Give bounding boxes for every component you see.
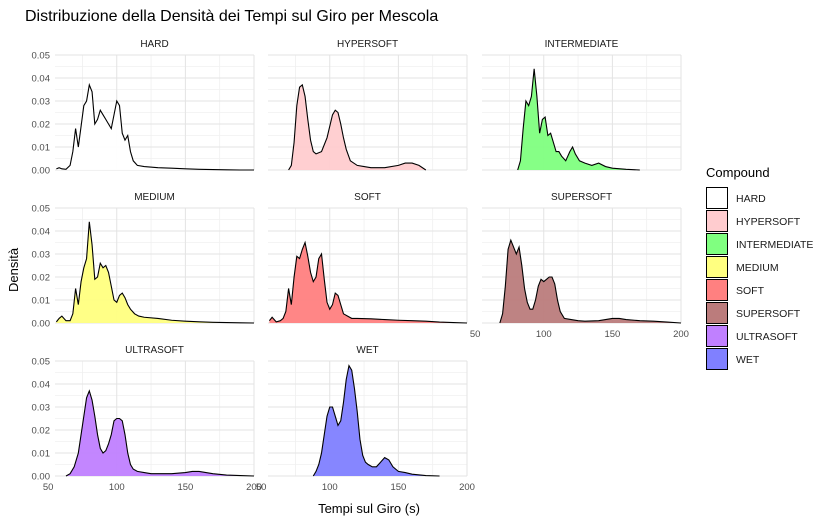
legend-label: ULTRASOFT [736, 331, 798, 343]
legend-item-supersoft: SUPERSOFT [706, 302, 801, 324]
legend-label: INTERMEDIATE [736, 239, 813, 251]
x-tick-label: 50 [43, 482, 54, 493]
y-tick-label: 0.04 [32, 227, 51, 238]
x-tick-label: 150 [177, 482, 193, 493]
legend-swatch [706, 256, 728, 278]
x-tick-label: 150 [604, 329, 620, 340]
density-line-soft [268, 240, 468, 324]
y-tick-label: 0.02 [32, 426, 51, 437]
legend-item-hard: HARD [706, 187, 766, 209]
x-tick-label: 200 [673, 329, 689, 340]
y-tick-label: 0.01 [32, 143, 51, 154]
y-tick-label: 0.01 [32, 296, 51, 307]
density-line-supersoft [499, 238, 682, 324]
density-area-supersoft [499, 240, 681, 323]
y-tick-label: 0.00 [32, 472, 51, 483]
y-tick-label: 0.03 [32, 97, 51, 108]
legend-item-ultrasoft: ULTRASOFT [706, 325, 798, 347]
x-tick-label: 50 [470, 329, 481, 340]
legend-label: WET [736, 354, 760, 366]
chart-title: Distribuzione della Densità dei Tempi su… [25, 8, 438, 25]
x-tick-label: 100 [109, 482, 125, 493]
y-tick-label: 0.05 [32, 204, 51, 215]
density-line-wet [312, 364, 440, 477]
y-axis-title: Densità [6, 247, 21, 292]
x-tick-label: 100 [322, 482, 338, 493]
x-tick-label: 150 [390, 482, 406, 493]
facet-strip-label: ULTRASOFT [125, 345, 184, 356]
facet-strip-label: SOFT [354, 192, 381, 203]
facet-strip-label: HARD [140, 39, 168, 50]
y-tick-label: 0.01 [32, 449, 51, 460]
legend-item-intermediate: INTERMEDIATE [706, 233, 813, 255]
legend-swatch [706, 210, 728, 232]
y-tick-label: 0.05 [32, 51, 51, 62]
facet-panel-ultrasoft: ULTRASOFT 0.00 0.01 0.02 0.03 0.04 0.05 50 100 15… [32, 345, 262, 493]
y-tick-label: 0.03 [32, 250, 51, 261]
density-line-hard [56, 82, 254, 171]
x-tick-label: 200 [459, 482, 475, 493]
facet-strip-label: INTERMEDIATE [545, 39, 619, 50]
x-axis-title: Tempi sul Giro (s) [318, 501, 420, 516]
facet-strip-label: WET [356, 345, 378, 356]
legend-label: HYPERSOFT [736, 216, 801, 228]
legend-label: SUPERSOFT [736, 308, 801, 320]
legend-swatch [706, 279, 728, 301]
legend-swatch [706, 325, 728, 347]
legend-item-wet: WET [706, 348, 760, 370]
density-area-medium [56, 221, 255, 323]
legend-swatch [706, 233, 728, 255]
density-area-soft [269, 242, 467, 323]
x-tick-label: 100 [536, 329, 552, 340]
y-tick-label: 0.02 [32, 273, 51, 284]
y-tick-label: 0.04 [32, 74, 51, 85]
density-area-intermediate [517, 68, 640, 170]
density-line-medium [55, 221, 255, 324]
density-line-hypersoft [288, 83, 427, 171]
legend-item-hypersoft: HYPERSOFT [706, 210, 801, 232]
legend-label: SOFT [736, 285, 765, 297]
density-area-hard [56, 84, 255, 170]
legend-item-medium: MEDIUM [706, 256, 779, 278]
density-area-ultrasoft [65, 390, 254, 476]
facet-panel-supersoft: SUPERSOFT 50 100 150 200 [470, 192, 689, 340]
density-line-ultrasoft [65, 389, 255, 477]
facet-panel-soft: SOFT [268, 192, 468, 324]
facet-strip-label: SUPERSOFT [551, 192, 612, 203]
legend-swatch [706, 302, 728, 324]
facet-panel-hard: HARD 0.00 0.01 0.02 0.03 0.04 0.05 [32, 39, 255, 177]
x-tick-label: 200 [246, 482, 262, 493]
legend-swatch [706, 348, 728, 370]
y-tick-label: 0.00 [32, 319, 51, 330]
facet-panels: HARD 0.00 0.01 0.02 0.03 0.04 0.05 HYPERSOFT INT… [32, 39, 689, 493]
legend-swatch [706, 187, 728, 209]
y-tick-label: 0.03 [32, 403, 51, 414]
facet-panel-medium: MEDIUM 0.00 0.01 0.02 0.03 0.04 0.05 [32, 192, 255, 330]
legend-label: HARD [736, 193, 766, 205]
density-line-intermediate [517, 68, 640, 171]
y-tick-label: 0.05 [32, 357, 51, 368]
facet-strip-label: HYPERSOFT [337, 39, 398, 50]
legend: Compound HARD HYPERSOFT INTERMEDIATE MEDIUM… [706, 165, 813, 370]
legend-label: MEDIUM [736, 262, 779, 274]
y-tick-label: 0.04 [32, 380, 51, 391]
facet-strip-label: MEDIUM [134, 192, 175, 203]
facet-panel-intermediate: INTERMEDIATE [482, 39, 682, 171]
facet-panel-hypersoft: HYPERSOFT [268, 39, 468, 171]
y-tick-label: 0.02 [32, 120, 51, 131]
y-tick-label: 0.00 [32, 166, 51, 177]
x-tick-label: 50 [256, 482, 267, 493]
legend-item-soft: SOFT [706, 279, 765, 301]
legend-title: Compound [706, 165, 770, 180]
facet-panel-wet: WET 50 100 150 200 [256, 345, 475, 493]
